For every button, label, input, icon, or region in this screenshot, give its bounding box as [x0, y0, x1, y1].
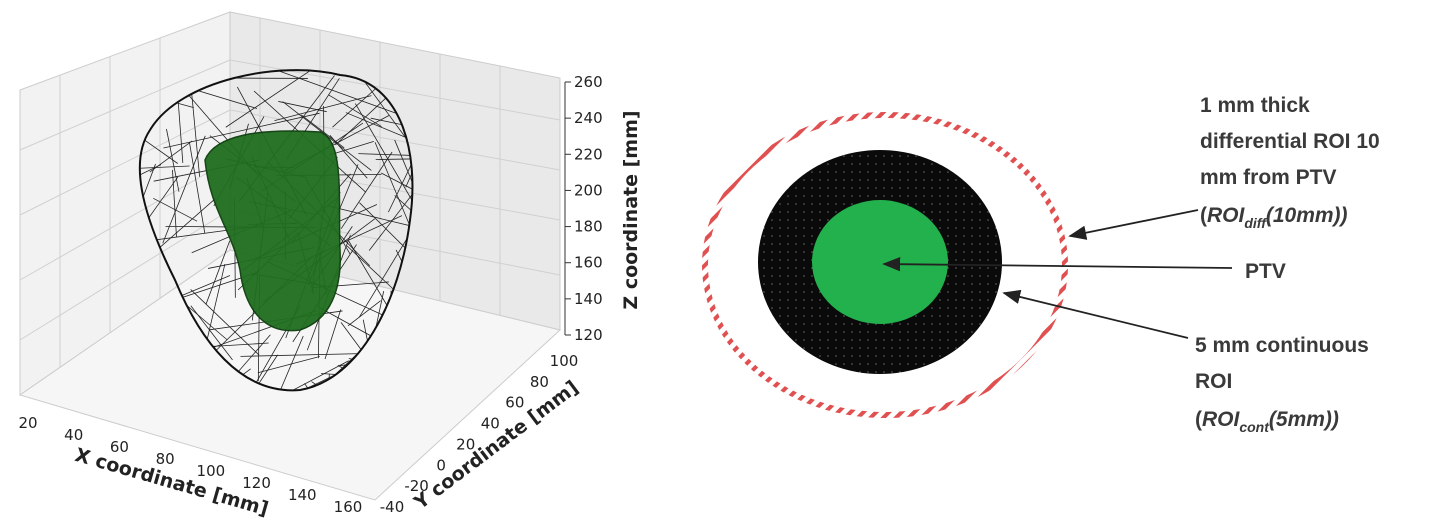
ptv — [812, 200, 948, 324]
z-tick-label: 200 — [574, 181, 603, 199]
x-tick-label: 140 — [288, 486, 317, 504]
z-tick-label: 160 — [574, 254, 603, 272]
z-tick-label: 240 — [574, 109, 603, 127]
z-axis-label: Z coordinate [mm] — [620, 110, 642, 309]
annotation-line: mm from PTV — [1200, 166, 1337, 189]
x-tick-label: 40 — [64, 426, 83, 444]
arrow — [1004, 293, 1188, 338]
abbrev-sub: diff — [1244, 215, 1267, 231]
annotation-line: 1 mm thick — [1200, 94, 1310, 117]
page: {"plot": {"x_label": "X coordinate [mm]"… — [0, 0, 1452, 523]
annotation-line: differential ROI 10 — [1200, 130, 1380, 153]
figure: 1201401601802002202402602040608010012014… — [0, 0, 1452, 523]
annotation-abbrev: (ROIdiff(10mm)) — [1200, 204, 1348, 231]
abbrev-rest: (10mm)) — [1266, 204, 1348, 227]
annotation-line: 5 mm continuous — [1195, 334, 1369, 357]
abbrev-main: ROI — [1202, 408, 1241, 431]
z-tick-label: 120 — [574, 326, 603, 344]
abbrev-open: ( — [1200, 204, 1207, 227]
annotations: 1 mm thick differential ROI 10 mm from PTV… — [1195, 94, 1380, 435]
annotation-line: ROI — [1195, 370, 1232, 393]
annotation-line: PTV — [1245, 260, 1286, 283]
y-tick-label: -40 — [380, 498, 405, 516]
x-tick-label: 160 — [334, 498, 363, 516]
x-tick-label: 20 — [18, 414, 37, 432]
x-tick-label: 100 — [197, 462, 226, 480]
z-tick-label: 180 — [574, 218, 603, 236]
y-tick-label: 100 — [550, 352, 579, 370]
abbrev-sub: cont — [1239, 419, 1270, 435]
abbrev-rest: (5mm)) — [1269, 408, 1339, 431]
arrow — [1070, 210, 1198, 236]
x-tick-label: 120 — [242, 474, 271, 492]
annotation-abbrev: (ROIcont(5mm)) — [1195, 408, 1339, 435]
z-tick-label: 260 — [574, 73, 603, 91]
y-tick-label: 80 — [530, 373, 549, 391]
z-tick-label: 140 — [574, 290, 603, 308]
abbrev-open: ( — [1195, 408, 1202, 431]
x-tick-label: 80 — [156, 450, 175, 468]
abbrev-main: ROI — [1207, 204, 1246, 227]
y-tick-label: 60 — [505, 394, 524, 412]
z-tick-label: 220 — [574, 145, 603, 163]
